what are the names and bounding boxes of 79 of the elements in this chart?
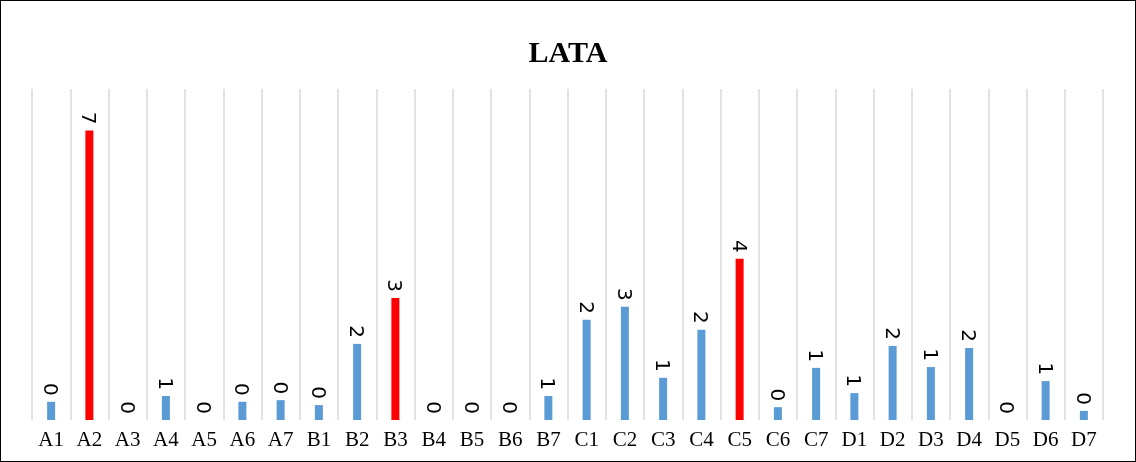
bar — [812, 367, 821, 420]
x-tick-label: C1 — [574, 426, 599, 451]
bar — [659, 377, 668, 420]
x-tick-label: C7 — [803, 426, 829, 451]
x-tick-label: D5 — [994, 426, 1021, 451]
bar — [544, 396, 553, 420]
data-label: 1 — [153, 377, 178, 390]
x-tick-label: A6 — [229, 426, 256, 451]
data-label: 0 — [765, 388, 790, 402]
x-tick-label: A4 — [153, 426, 180, 451]
bar — [735, 258, 744, 420]
x-tick-label: B4 — [421, 426, 447, 451]
data-label: 1 — [1033, 362, 1058, 376]
data-label: 0 — [421, 401, 446, 414]
x-tick-label: A7 — [267, 426, 294, 451]
data-label: 1 — [651, 359, 676, 372]
bar — [620, 306, 629, 420]
data-label: 3 — [383, 279, 408, 292]
bar — [161, 396, 170, 420]
bar — [85, 130, 94, 420]
x-tick-label: C6 — [765, 426, 791, 451]
bar — [850, 393, 859, 420]
bar — [697, 329, 706, 420]
bar — [47, 401, 56, 420]
x-tick-label: D7 — [1071, 426, 1097, 451]
data-label: 7 — [77, 111, 102, 125]
data-label: 0 — [39, 383, 64, 396]
data-label: 4 — [727, 239, 752, 253]
x-tick-label: D1 — [841, 426, 868, 451]
bar — [582, 319, 591, 420]
data-label: 0 — [268, 381, 293, 395]
bar — [353, 343, 362, 420]
data-label: 0 — [1071, 392, 1096, 405]
bar — [926, 367, 935, 420]
data-label: 0 — [115, 401, 140, 414]
x-tick-label: D3 — [918, 426, 944, 451]
data-label: 2 — [957, 329, 982, 343]
bar — [888, 345, 897, 420]
data-label: 2 — [574, 301, 599, 314]
bar — [1041, 381, 1050, 420]
x-tick-label: D2 — [879, 426, 906, 451]
x-tick-label: B2 — [344, 426, 370, 451]
x-tick-label: C5 — [727, 426, 752, 451]
x-tick-label: C4 — [689, 426, 715, 451]
x-tick-label: A1 — [38, 426, 64, 451]
data-label: 1 — [842, 374, 867, 388]
data-label: 0 — [230, 383, 255, 396]
x-tick-label: B3 — [383, 426, 408, 451]
data-label: 0 — [306, 386, 331, 400]
bar — [314, 405, 323, 420]
x-tick-label: A2 — [76, 426, 103, 451]
bar — [965, 348, 974, 420]
bar — [773, 407, 782, 420]
bar — [391, 297, 400, 420]
x-tick-label: D6 — [1032, 426, 1059, 451]
x-tick-label: B1 — [306, 426, 332, 451]
bar — [276, 400, 285, 420]
x-tick-label: C3 — [650, 426, 676, 451]
data-label: 1 — [536, 377, 561, 390]
x-tick-label: C2 — [612, 426, 638, 451]
x-tick-label: A3 — [114, 426, 141, 451]
x-tick-label: B5 — [459, 426, 485, 451]
data-label: 1 — [918, 348, 943, 362]
data-label: 2 — [880, 327, 905, 340]
x-tick-label: B6 — [497, 426, 523, 451]
data-label: 2 — [689, 311, 714, 324]
data-label: 2 — [345, 325, 370, 338]
chart-title: LATA — [528, 34, 608, 68]
data-label: 3 — [612, 287, 637, 301]
data-label: 0 — [995, 401, 1020, 414]
data-label: 0 — [498, 401, 523, 414]
x-tick-label: B7 — [536, 426, 561, 451]
data-label: 0 — [459, 401, 484, 414]
bar — [1079, 410, 1088, 420]
x-tick-label: A5 — [191, 426, 217, 451]
data-label: 0 — [192, 401, 217, 414]
data-label: 1 — [804, 349, 829, 362]
bar — [238, 401, 247, 420]
x-tick-label: D4 — [956, 426, 983, 451]
